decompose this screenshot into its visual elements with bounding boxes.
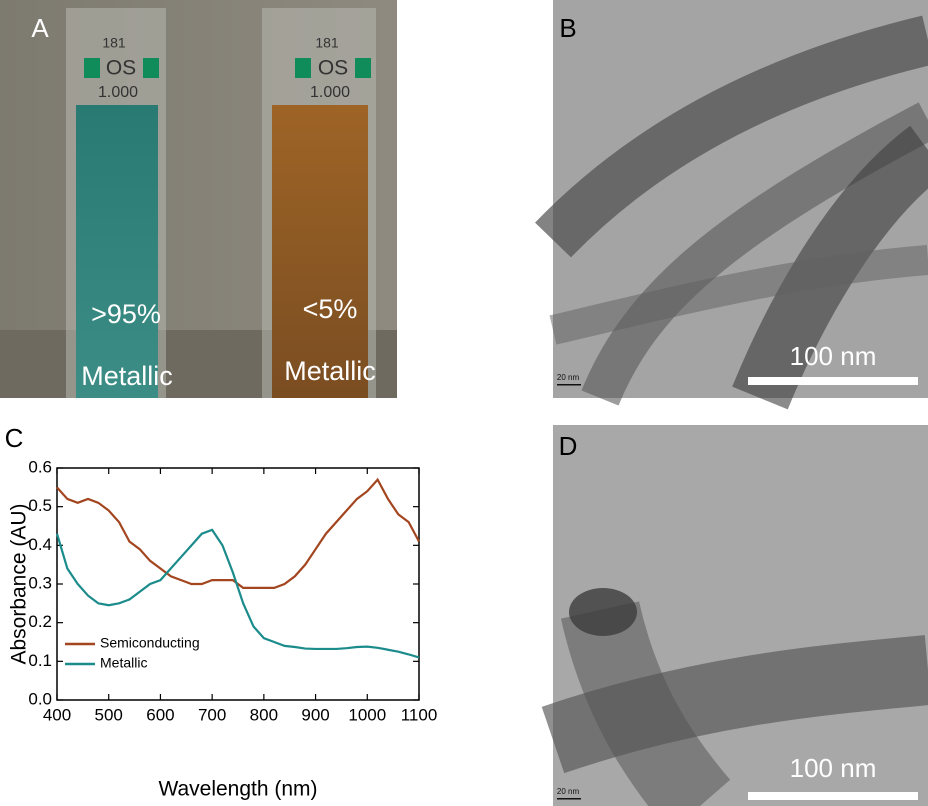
x-tick-label: 500 (95, 705, 123, 724)
panel-label: C (5, 423, 24, 453)
panel-label: D (559, 431, 578, 461)
cuvette-mark: 181 (315, 35, 339, 51)
cuvette-mark: 181 (102, 35, 126, 51)
cuvette-marker (295, 58, 311, 78)
y-tick-label: 0.4 (28, 535, 52, 554)
x-tick-label: 400 (43, 705, 71, 724)
cuvette-marker (84, 58, 100, 78)
legend-label: Semiconducting (100, 635, 200, 651)
figure: A 181 OS 1.000 181 OS 1.000 >95% Metalli… (0, 0, 928, 806)
nanotube-end (569, 588, 637, 636)
y-tick-label: 0.2 (28, 612, 52, 631)
page: {"chart_data":{"type":"line", "x":[400,4… (0, 0, 928, 806)
cuvette-liquid (76, 105, 158, 398)
inset-scale-bar (557, 384, 581, 386)
x-tick-label: 1100 (401, 705, 438, 724)
series-line (57, 480, 419, 588)
tem-panel: D 100 nm 20 nm (553, 425, 928, 806)
y-tick-label: 0.6 (28, 457, 52, 476)
inset-scale-label: 20 nm (557, 373, 580, 382)
y-axis-label: Absorbance (AU) (8, 503, 31, 664)
x-tick-label: 900 (301, 705, 329, 724)
cuvette-mark: OS (106, 57, 136, 80)
panel-label: B (559, 13, 576, 43)
scale-bar (748, 377, 918, 385)
cuvette-marker (355, 58, 371, 78)
photo-panel: A 181 OS 1.000 181 OS 1.000 >95% Metalli… (0, 0, 397, 398)
inset-scale-label: 20 nm (557, 787, 580, 796)
tem-panel: B 100 nm 20 nm (553, 0, 928, 398)
scale-bar-label: 100 nm (790, 753, 877, 783)
cuvette-mark: OS (318, 57, 348, 80)
type-label: Metallic (284, 356, 376, 386)
x-tick-label: 600 (146, 705, 174, 724)
y-tick-label: 0.5 (28, 496, 52, 515)
inset-scale-bar (557, 798, 581, 800)
legend-label: Metallic (100, 655, 147, 671)
cuvette-mark: 1.000 (98, 84, 138, 101)
cuvette-liquid (272, 105, 368, 398)
y-tick-label: 0.3 (28, 573, 52, 592)
purity-label: >95% (91, 299, 161, 329)
scale-bar (748, 792, 918, 800)
type-label: Metallic (81, 361, 173, 391)
purity-label: <5% (303, 294, 358, 324)
y-tick-label: 0.1 (28, 651, 52, 670)
x-tick-label: 1000 (348, 705, 386, 724)
scale-bar-label: 100 nm (790, 341, 877, 371)
x-axis-label: Wavelength (nm) (158, 778, 317, 801)
x-tick-label: 700 (198, 705, 226, 724)
panel-label: A (31, 13, 49, 43)
x-tick-label: 800 (250, 705, 278, 724)
cuvette-mark: 1.000 (310, 84, 350, 101)
cuvette-marker (143, 58, 159, 78)
